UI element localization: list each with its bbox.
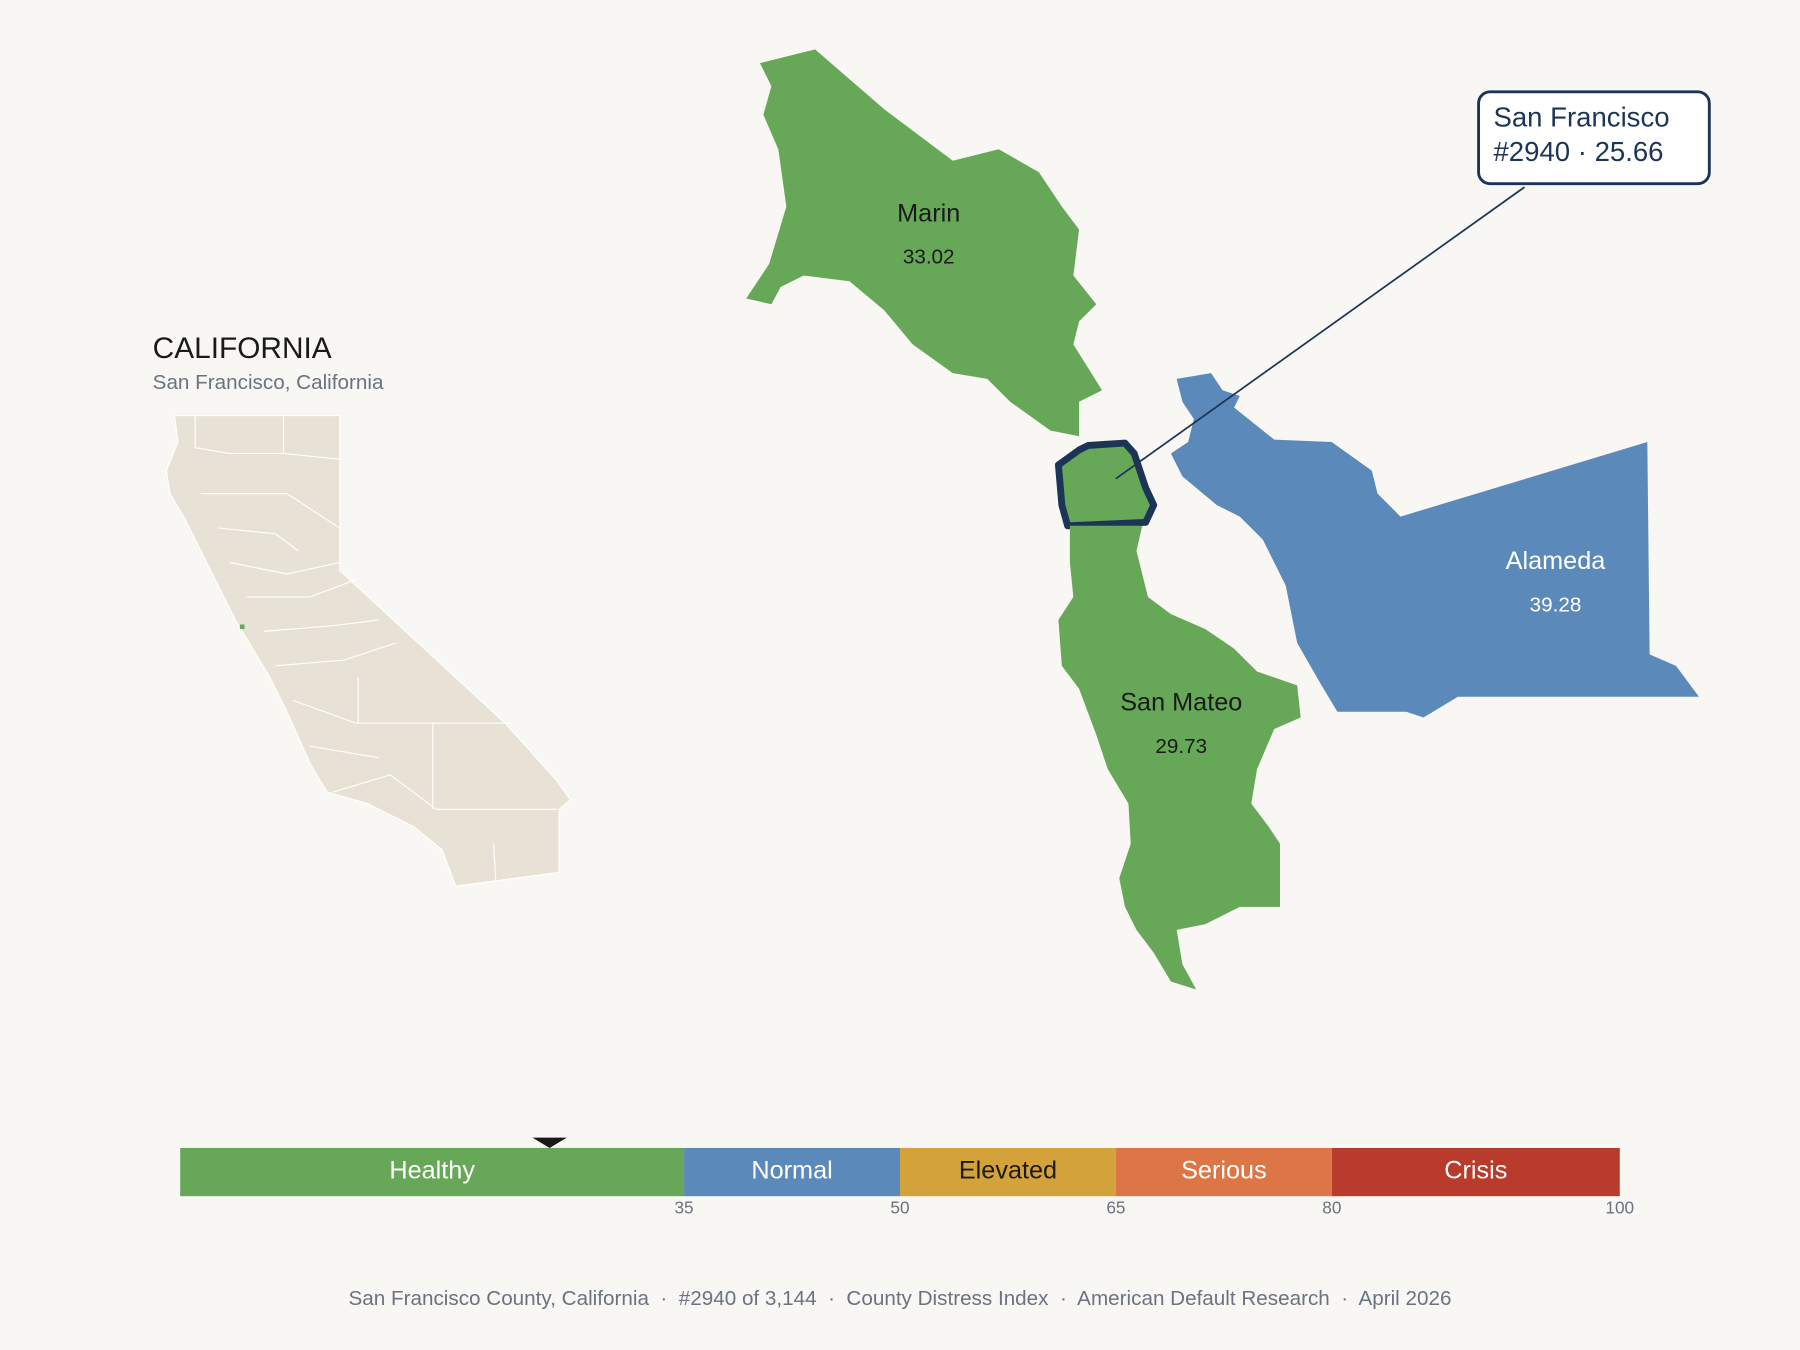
scale-tick-label: 50 [890,1197,909,1217]
scale-band [1331,1147,1620,1197]
callout-detail: #2940 · 25.66 [1493,136,1663,167]
callout-leader [1115,186,1525,480]
county-name: Alameda [1506,547,1607,575]
scale-band-label: Crisis [1444,1157,1507,1185]
state-inset [165,414,572,887]
scale-band-label: Elevated [959,1157,1057,1185]
county-name: Marin [897,199,960,227]
county-borders [194,415,557,884]
county-value: 29.73 [1155,735,1207,758]
footer: San Francisco County, California · #2940… [349,1287,1452,1310]
scale-marker [532,1137,567,1148]
scale-band-label: Healthy [389,1157,475,1185]
scale-band-label: Serious [1181,1157,1267,1185]
scale-band-label: Normal [751,1157,832,1185]
callout: San Francisco #2940 · 25.66 [1115,90,1711,480]
scale-band [900,1147,1116,1197]
scale-tick-label: 35 [674,1197,693,1217]
county-value: 33.02 [903,246,955,269]
county-name: San Mateo [1120,688,1242,716]
scale-band [684,1147,900,1197]
county-value: 39.28 [1530,594,1582,617]
county-shape [1054,439,1158,530]
callout-box [1477,90,1711,186]
county-shape [746,49,1103,437]
county-shape [1170,373,1699,718]
county-shape [1058,525,1301,990]
inset-title: CALIFORNIA [153,332,332,365]
counties: Marin 33.02 San Mateo 29.73 Alameda 39.28 [746,49,1699,990]
scale-tick-label: 80 [1322,1197,1341,1217]
location-dot [239,624,245,630]
scale-tick-label: 65 [1106,1197,1125,1217]
scale-band [180,1147,685,1197]
distress-scale: Healthy Normal Elevated Serious Crisis 35 50 65… [180,1137,1634,1217]
inset-subtitle: San Francisco, California [153,371,384,394]
scale-band [1115,1147,1332,1197]
callout-title: San Francisco [1493,102,1669,133]
scale-tick-label: 100 [1605,1197,1634,1217]
